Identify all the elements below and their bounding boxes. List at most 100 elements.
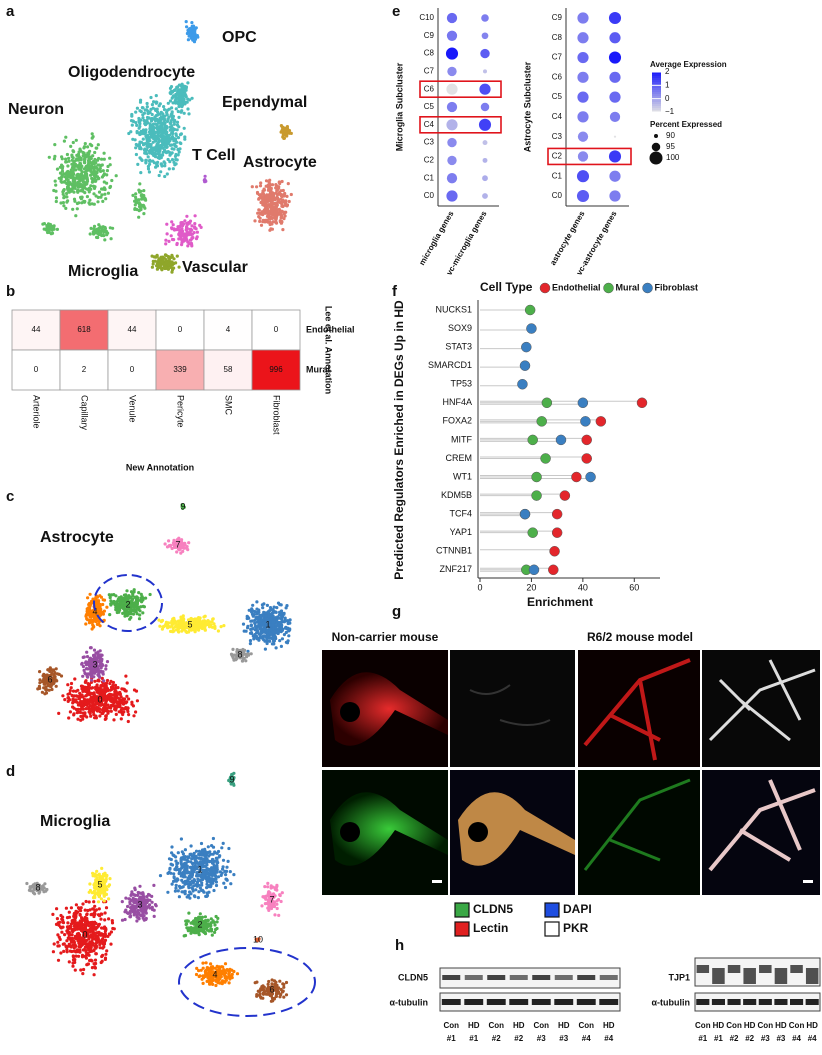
cell-point <box>168 867 172 871</box>
cluster-label: 3 <box>92 659 97 669</box>
cell-point <box>103 956 108 960</box>
cell-point <box>104 906 109 910</box>
cell-point <box>288 618 292 622</box>
cell-point <box>214 983 218 988</box>
cell-point <box>73 186 77 190</box>
cell-point <box>150 265 154 269</box>
cell-point <box>270 202 274 206</box>
cell-point <box>86 942 90 947</box>
cell-point <box>145 135 149 139</box>
cell-point <box>81 714 85 718</box>
cell-point <box>144 161 148 165</box>
cell-point <box>186 855 190 859</box>
cell-point <box>69 681 74 686</box>
cell-point <box>155 107 159 111</box>
cell-point <box>148 122 152 126</box>
cell-point <box>80 695 84 699</box>
cell-point <box>232 969 236 974</box>
cell-point <box>63 180 67 184</box>
cell-point <box>93 619 97 623</box>
cell-point <box>187 233 191 237</box>
cell-point <box>141 116 145 120</box>
cell-point <box>257 608 261 612</box>
cell-point <box>174 144 178 149</box>
cell-point <box>88 142 92 146</box>
column-label: Pericyte <box>176 395 186 428</box>
cell-point <box>181 885 185 889</box>
cell-point <box>124 674 128 678</box>
cell-point <box>159 162 163 166</box>
cell-point <box>107 917 111 921</box>
cell-point <box>197 974 201 979</box>
cell-point <box>180 878 184 883</box>
cell-point <box>84 707 88 711</box>
cell-point <box>47 226 51 230</box>
cell-point <box>162 136 166 140</box>
cell-point <box>117 691 121 695</box>
cell-point <box>85 715 89 719</box>
cell-point <box>103 238 107 242</box>
cell-point <box>198 878 202 883</box>
cluster-label: 6 <box>47 674 52 684</box>
cell-point <box>64 135 68 139</box>
cell-point <box>281 200 286 204</box>
cell-point <box>63 175 67 179</box>
cell-point <box>77 157 81 161</box>
cell-point <box>56 940 60 944</box>
cell-point <box>177 237 181 241</box>
cell-point <box>98 232 102 236</box>
vessel <box>458 792 575 866</box>
cell-point <box>258 619 262 624</box>
cell-point <box>186 927 190 931</box>
cell-point <box>215 920 219 924</box>
cell-point <box>83 142 87 146</box>
cell-point <box>96 158 100 162</box>
cell-point <box>83 157 87 161</box>
cell-point <box>87 900 91 904</box>
cell-point <box>165 119 170 123</box>
cell-point <box>69 922 73 926</box>
cell-point <box>93 716 97 720</box>
cell-point <box>68 710 72 714</box>
cell-point <box>126 904 130 909</box>
cell-point <box>74 214 78 218</box>
cell-point <box>147 170 151 174</box>
cell-point <box>130 112 134 117</box>
cell-point <box>225 877 229 882</box>
cell-point <box>92 178 96 182</box>
cell-point <box>110 921 115 925</box>
cell-point <box>89 695 93 699</box>
cell-point <box>286 127 290 131</box>
cell-point <box>63 933 67 937</box>
cell-point <box>205 979 209 984</box>
cell-point <box>186 97 190 101</box>
cell-point <box>172 266 176 270</box>
cell-point <box>56 921 60 925</box>
cell-point <box>93 904 97 908</box>
cell-point <box>194 227 198 231</box>
cell-point <box>148 592 152 597</box>
cell-point <box>131 704 135 708</box>
lumen <box>468 822 488 842</box>
cell-point <box>85 693 89 697</box>
cell-point <box>90 172 94 176</box>
cell-point <box>175 140 179 144</box>
cell-point <box>177 104 181 109</box>
cell-point <box>273 211 277 216</box>
cell-point <box>81 972 85 976</box>
cell-point <box>65 200 69 204</box>
cell-point <box>80 188 85 192</box>
cell-point <box>150 103 154 107</box>
cell-point <box>258 195 263 199</box>
cell-point <box>60 917 64 921</box>
cell-point <box>72 939 76 943</box>
cell-point <box>101 946 105 950</box>
cell-point <box>289 131 293 135</box>
panel-letter: c <box>6 488 14 505</box>
cell-point <box>205 894 209 899</box>
cell-point <box>76 933 80 937</box>
cell-point <box>162 108 167 112</box>
cell-point <box>197 616 201 620</box>
cell-point <box>140 196 144 200</box>
cell-point <box>177 265 181 269</box>
